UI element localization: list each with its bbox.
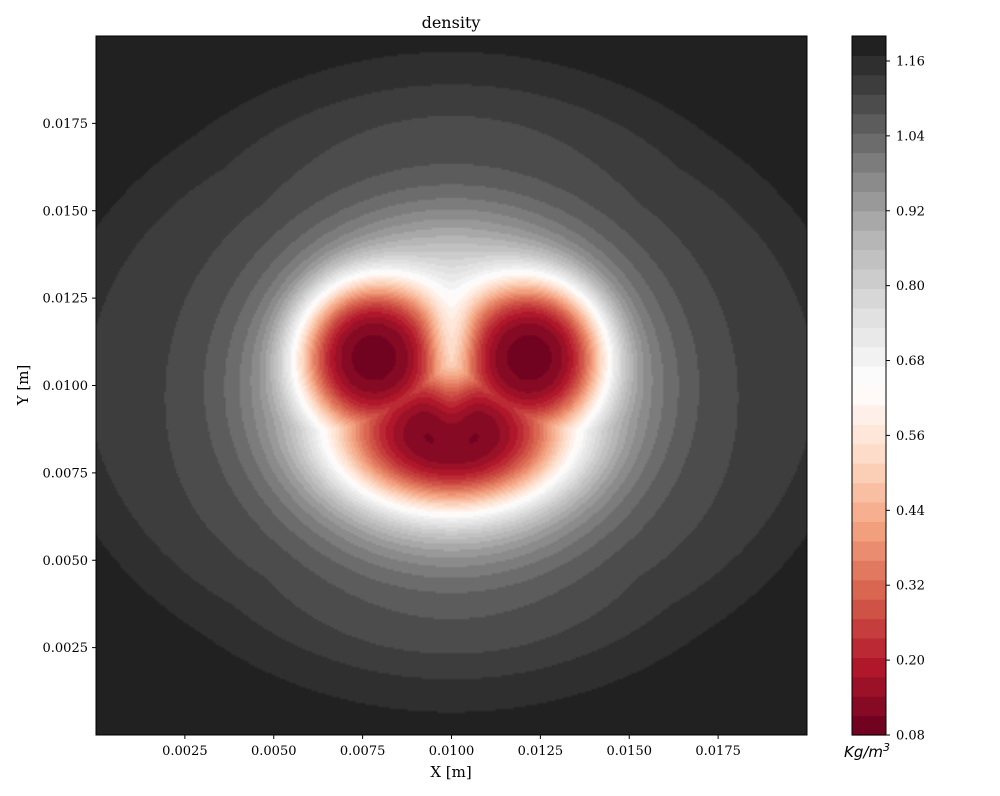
- colorbar-level: [852, 75, 886, 95]
- colorbar-tick-label: 0.92: [896, 204, 925, 219]
- colorbar-level: [852, 424, 886, 444]
- colorbar-level: [852, 153, 886, 173]
- y-tick-label: 0.0125: [43, 292, 89, 307]
- colorbar-tick-label: 0.20: [896, 654, 925, 669]
- colorbar-level: [852, 677, 886, 697]
- x-tick-label: 0.0050: [251, 744, 297, 759]
- y-axis-label: Y [m]: [14, 365, 32, 407]
- y-tick-label: 0.0175: [43, 117, 89, 132]
- density-field: [96, 36, 807, 735]
- colorbar-tick-label: 0.68: [896, 354, 925, 369]
- colorbar-level: [852, 211, 886, 231]
- colorbar-level: [852, 347, 886, 367]
- x-axis-ticks: 0.0025 0.0050 0.0075 0.0100 0.0125 0.0150 0.01…: [162, 735, 741, 759]
- colorbar-level: [852, 327, 886, 347]
- colorbar-level: [852, 580, 886, 600]
- x-tick-label: 0.0025: [162, 744, 208, 759]
- colorbar-level: [852, 521, 886, 541]
- colorbar-level: [852, 619, 886, 639]
- colorbar-level: [852, 114, 886, 134]
- y-tick-label: 0.0050: [43, 554, 89, 569]
- colorbar-tick-label: 0.32: [896, 579, 925, 594]
- colorbar-level: [852, 638, 886, 658]
- colorbar-level: [852, 191, 886, 211]
- colorbar-level: [852, 463, 886, 483]
- colorbar-tick-label: 1.04: [896, 129, 925, 144]
- colorbar-level: [852, 308, 886, 328]
- colorbar-level: [852, 55, 886, 75]
- colorbar-level: [852, 386, 886, 406]
- y-tick-label: 0.0100: [43, 379, 89, 394]
- colorbar-level: [852, 172, 886, 192]
- colorbar-level: [852, 696, 886, 716]
- colorbar-level: [852, 133, 886, 153]
- x-tick-label: 0.0125: [518, 744, 564, 759]
- chart-title: density: [422, 13, 481, 32]
- plot-area: [96, 36, 807, 735]
- y-tick-label: 0.0025: [43, 641, 89, 656]
- colorbar-level: [852, 716, 886, 736]
- colorbar-level: [852, 269, 886, 289]
- colorbar-unit-label: Kg/m3: [844, 741, 890, 761]
- colorbar-level: [852, 405, 886, 425]
- colorbar-tick-label: 0.08: [896, 729, 925, 744]
- colorbar: [852, 36, 886, 736]
- x-tick-label: 0.0075: [340, 744, 386, 759]
- colorbar-level: [852, 36, 886, 56]
- colorbar-level: [852, 288, 886, 308]
- colorbar-level: [852, 366, 886, 386]
- y-tick-label: 0.0075: [43, 466, 89, 481]
- colorbar-ticks: 0.08 0.20 0.32 0.44 0.56 0.68 0.80 0.92 1.04 1.16: [886, 54, 925, 743]
- colorbar-level: [852, 657, 886, 677]
- colorbar-level: [852, 560, 886, 580]
- x-tick-label: 0.0175: [695, 744, 741, 759]
- x-tick-label: 0.0100: [429, 744, 475, 759]
- x-tick-label: 0.0150: [607, 744, 653, 759]
- colorbar-level: [852, 541, 886, 561]
- colorbar-level: [852, 483, 886, 503]
- colorbar-level: [852, 599, 886, 619]
- colorbar-tick-label: 0.44: [896, 504, 925, 519]
- y-tick-label: 0.0150: [43, 204, 89, 219]
- colorbar-tick-label: 0.80: [896, 279, 925, 294]
- colorbar-tick-label: 1.16: [896, 54, 925, 69]
- colorbar-level: [852, 94, 886, 114]
- colorbar-level: [852, 444, 886, 464]
- y-axis-ticks: 0.0025 0.0050 0.0075 0.0100 0.0125 0.0150 0.01…: [43, 117, 97, 656]
- colorbar-tick-label: 0.56: [896, 429, 925, 444]
- colorbar-level: [852, 230, 886, 250]
- x-axis-label: X [m]: [430, 763, 471, 781]
- colorbar-level: [852, 502, 886, 522]
- colorbar-level: [852, 250, 886, 270]
